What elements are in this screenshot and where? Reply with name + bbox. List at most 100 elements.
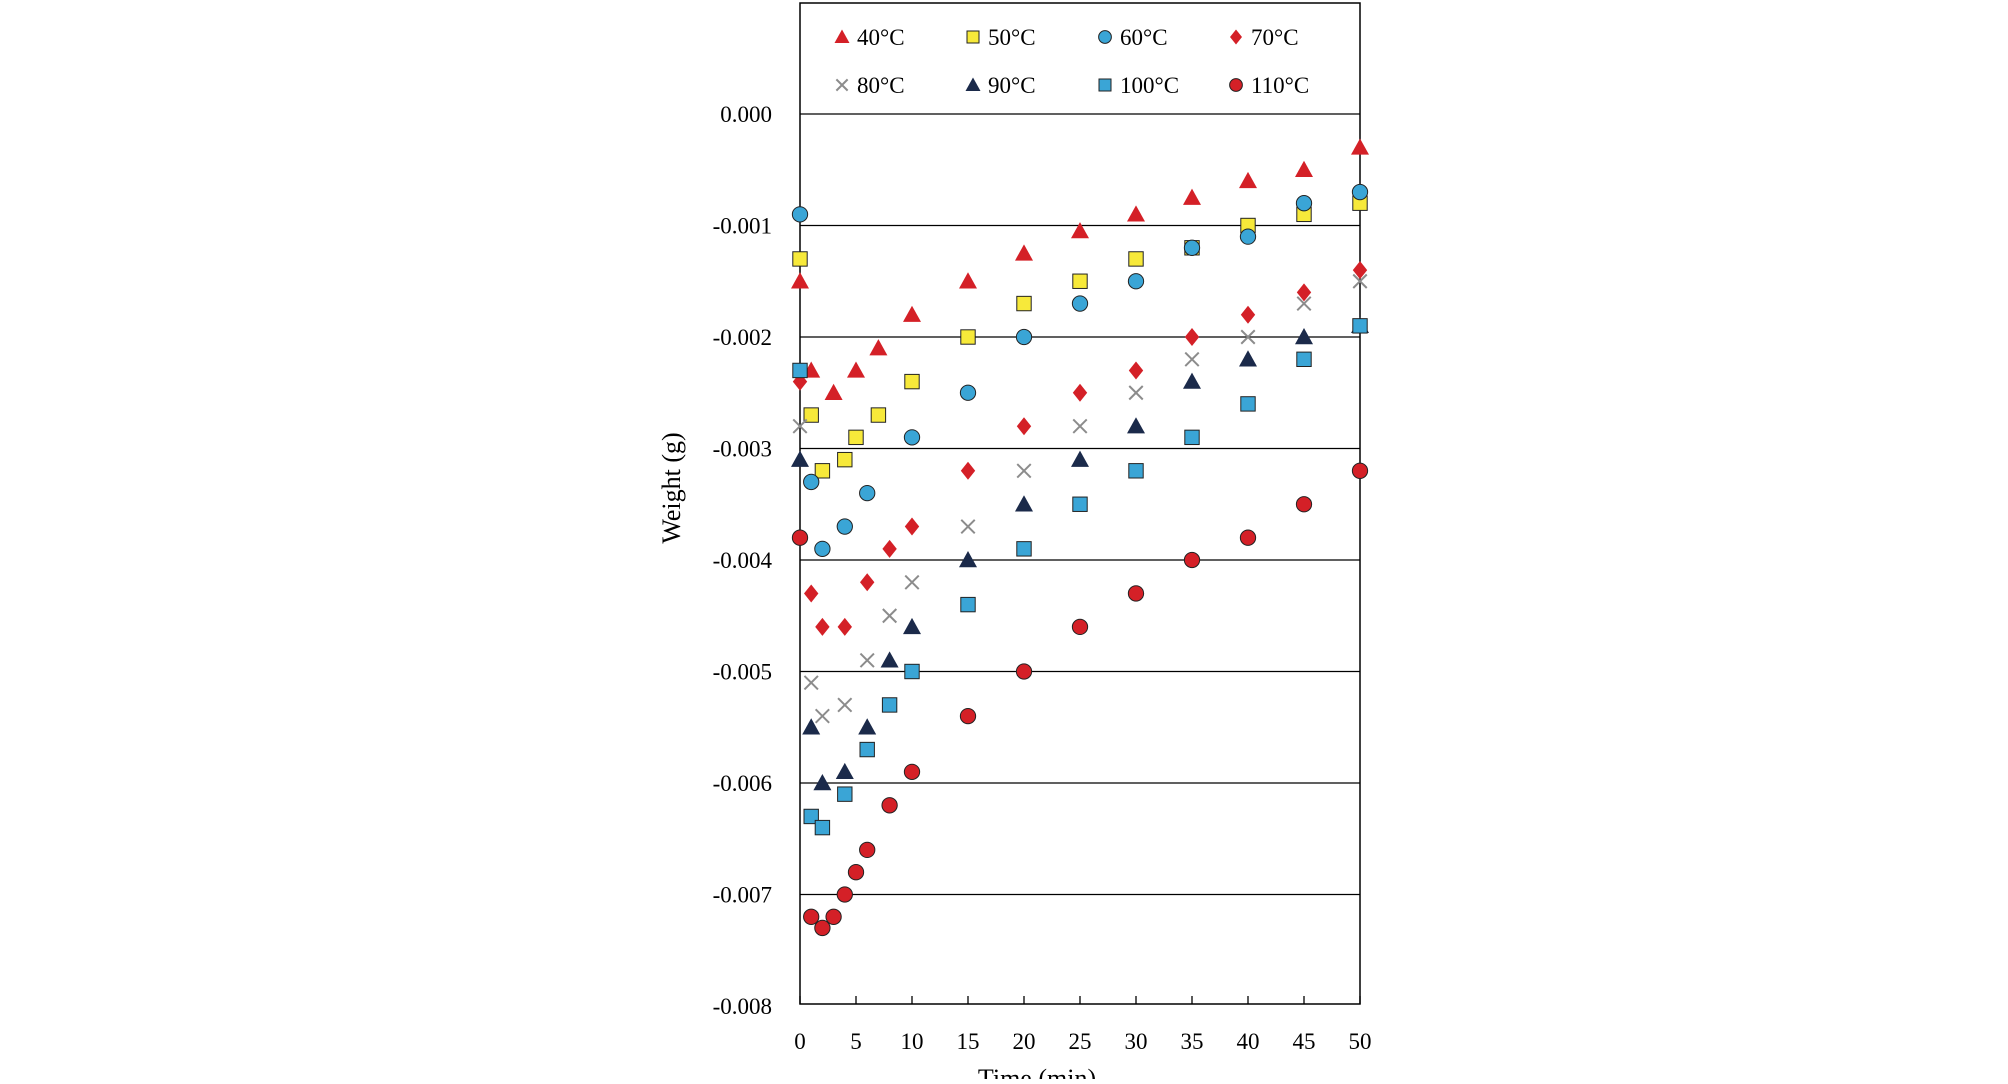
x-tick-label: 30 — [1125, 1029, 1148, 1054]
gridlines — [800, 113, 1360, 896]
data-point — [1128, 385, 1144, 401]
data-point — [869, 339, 888, 356]
data-point — [1071, 618, 1089, 636]
data-point — [1127, 273, 1145, 290]
data-point — [803, 407, 819, 423]
y-tick-label: -0.008 — [713, 994, 772, 1019]
legend-label: 90°C — [988, 73, 1036, 98]
data-point — [1351, 138, 1369, 155]
data-point — [835, 762, 854, 780]
y-axis-title: Weight (g) — [657, 432, 686, 543]
x-tick-label: 10 — [901, 1029, 924, 1054]
x-tick-label: 0 — [794, 1029, 806, 1054]
data-point — [859, 652, 875, 668]
data-point — [1128, 251, 1144, 267]
data-point — [904, 663, 920, 680]
data-point — [880, 651, 899, 668]
data-point — [1183, 239, 1201, 256]
data-point — [903, 763, 921, 780]
y-axis-tick-labels: 0.000 -0.001 -0.002 -0.003 -0.004 -0.005 -0.00… — [713, 102, 773, 1019]
data-point — [960, 596, 976, 613]
data-point — [1183, 551, 1201, 569]
data-point — [859, 741, 875, 758]
data-point — [814, 819, 831, 836]
data-point — [1240, 305, 1256, 324]
data-point — [1071, 295, 1089, 312]
legend-marker — [834, 29, 850, 43]
data-point — [858, 718, 877, 735]
data-point — [1296, 283, 1312, 302]
data-point — [1239, 228, 1257, 245]
data-point — [791, 529, 809, 546]
data-point — [802, 718, 821, 735]
data-point — [837, 451, 853, 468]
data-point — [1240, 396, 1256, 412]
data-point — [837, 786, 853, 802]
legend-item: 80°C — [835, 73, 905, 98]
data-point — [814, 919, 831, 937]
data-point — [1072, 496, 1088, 512]
x-axis-tick-labels: 0 5 10 15 20 25 30 35 40 45 50 — [794, 996, 1372, 1054]
legend-label: 80°C — [857, 73, 905, 98]
legend-item: 100°C — [1098, 73, 1179, 98]
data-point — [1016, 541, 1032, 557]
data-point — [870, 407, 887, 423]
legend-marker — [835, 78, 849, 92]
data-point — [881, 697, 898, 713]
x-tick-label: 50 — [1349, 1029, 1372, 1054]
legend-marker — [1098, 30, 1112, 44]
x-tick-label: 45 — [1293, 1029, 1316, 1054]
data-point — [1352, 273, 1368, 289]
data-point — [803, 675, 819, 691]
data-point — [1239, 171, 1257, 189]
x-tick-label: 5 — [850, 1029, 862, 1054]
legend-marker — [966, 30, 980, 44]
data-point — [859, 841, 876, 859]
data-point — [814, 708, 830, 724]
data-point — [1016, 463, 1032, 479]
data-point — [1296, 351, 1312, 368]
data-point — [1295, 496, 1313, 513]
legend-item: 40°C — [834, 25, 905, 50]
data-point — [1071, 450, 1089, 467]
y-tick-label: -0.005 — [713, 660, 772, 685]
data-point — [960, 461, 976, 480]
legend-item: 90°C — [965, 73, 1036, 98]
data-point — [1016, 417, 1032, 436]
data-point — [859, 484, 876, 502]
data-point — [848, 429, 864, 446]
data-points — [791, 138, 1369, 937]
data-point — [813, 774, 832, 791]
data-point — [804, 584, 819, 603]
data-point — [1071, 222, 1089, 239]
legend-item: 50°C — [966, 25, 1036, 50]
data-point — [1295, 328, 1313, 345]
legend: 40°C 50°C 60°C 70°C 80°C 90°C 100°C 110°C — [834, 25, 1309, 98]
data-point — [1015, 328, 1033, 346]
data-point — [1184, 351, 1200, 367]
y-tick-label: -0.001 — [713, 214, 772, 239]
data-point — [1295, 160, 1313, 177]
data-point — [837, 697, 853, 713]
data-point — [1239, 529, 1257, 546]
data-point — [959, 707, 977, 725]
legend-label: 60°C — [1120, 25, 1168, 50]
series-6 — [792, 318, 1368, 836]
data-point — [847, 361, 865, 378]
data-point — [904, 574, 920, 590]
data-point — [1128, 463, 1144, 479]
data-point — [792, 418, 808, 434]
data-point — [1351, 183, 1369, 201]
legend-label: 40°C — [857, 25, 905, 50]
data-point — [1072, 418, 1088, 434]
x-tick-label: 15 — [957, 1029, 980, 1054]
data-point — [791, 206, 809, 223]
data-point — [1351, 462, 1369, 479]
data-point — [825, 908, 842, 925]
data-point — [803, 473, 820, 491]
y-tick-label: -0.007 — [713, 883, 772, 908]
legend-marker — [965, 77, 981, 91]
y-tick-label: 0.000 — [720, 102, 772, 127]
data-point — [882, 539, 897, 558]
